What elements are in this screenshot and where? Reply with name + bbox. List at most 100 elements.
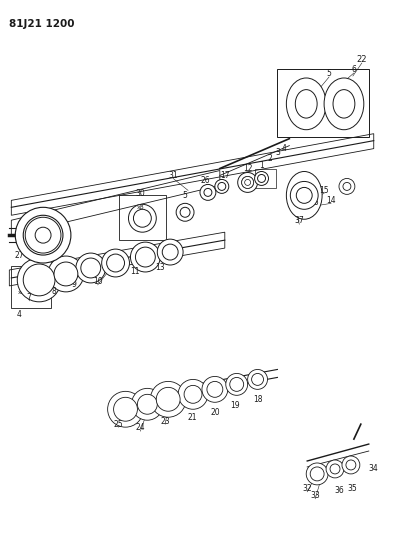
- Circle shape: [310, 467, 324, 481]
- Circle shape: [132, 389, 163, 420]
- Text: 5: 5: [327, 69, 331, 77]
- Circle shape: [248, 369, 268, 389]
- Circle shape: [136, 247, 155, 267]
- Text: 27: 27: [15, 251, 24, 260]
- Text: 15: 15: [319, 186, 329, 195]
- Text: 21: 21: [187, 413, 197, 422]
- Text: 37: 37: [294, 216, 304, 225]
- Text: 17: 17: [220, 171, 230, 180]
- Text: 1: 1: [259, 161, 264, 170]
- Circle shape: [138, 394, 157, 414]
- Circle shape: [252, 374, 264, 385]
- Text: 29: 29: [41, 244, 51, 253]
- Circle shape: [343, 182, 351, 190]
- Text: 16: 16: [309, 198, 319, 207]
- Circle shape: [296, 188, 312, 203]
- Circle shape: [226, 374, 248, 395]
- Circle shape: [238, 173, 257, 192]
- Circle shape: [242, 176, 253, 188]
- Text: 9: 9: [72, 280, 76, 289]
- Circle shape: [176, 203, 194, 221]
- Circle shape: [15, 207, 71, 263]
- Bar: [277, 69, 369, 136]
- Text: 81J21 1200: 81J21 1200: [9, 19, 75, 29]
- Text: 30: 30: [136, 189, 145, 198]
- Circle shape: [54, 262, 78, 286]
- Circle shape: [151, 382, 186, 417]
- Text: 7: 7: [27, 293, 31, 302]
- Circle shape: [204, 188, 212, 196]
- Text: 2: 2: [267, 154, 272, 163]
- Ellipse shape: [286, 172, 322, 219]
- Bar: [119, 196, 166, 240]
- Circle shape: [339, 179, 355, 195]
- Text: 13: 13: [156, 263, 165, 272]
- Circle shape: [129, 204, 156, 232]
- Ellipse shape: [333, 90, 355, 118]
- Circle shape: [207, 382, 223, 397]
- Circle shape: [114, 397, 138, 421]
- Ellipse shape: [324, 78, 364, 130]
- Circle shape: [245, 180, 251, 185]
- Text: 28: 28: [29, 244, 39, 253]
- Text: 3: 3: [275, 148, 280, 157]
- Text: 12: 12: [243, 164, 252, 173]
- Circle shape: [180, 207, 190, 217]
- Text: 14: 14: [326, 196, 336, 205]
- Circle shape: [306, 463, 328, 485]
- Circle shape: [326, 460, 344, 478]
- Circle shape: [342, 456, 360, 474]
- Circle shape: [156, 387, 180, 411]
- Text: x2: x2: [255, 180, 262, 185]
- Bar: [255, 168, 276, 188]
- Text: 35: 35: [347, 484, 357, 494]
- Circle shape: [17, 258, 61, 302]
- Ellipse shape: [295, 90, 317, 118]
- Circle shape: [218, 182, 226, 190]
- Circle shape: [346, 460, 356, 470]
- Text: 5: 5: [183, 191, 187, 200]
- Text: 26: 26: [200, 176, 210, 185]
- Text: 18: 18: [253, 395, 262, 404]
- Text: 33: 33: [310, 491, 320, 500]
- Text: 6: 6: [351, 64, 356, 74]
- Text: 20: 20: [210, 408, 220, 417]
- Circle shape: [48, 256, 84, 292]
- Text: 36: 36: [334, 486, 344, 495]
- Circle shape: [76, 253, 106, 283]
- Circle shape: [130, 242, 160, 272]
- Circle shape: [290, 181, 318, 209]
- Text: 24: 24: [136, 423, 145, 432]
- Text: 19: 19: [230, 401, 240, 410]
- Text: 23: 23: [160, 417, 170, 426]
- Circle shape: [178, 379, 208, 409]
- Circle shape: [108, 391, 143, 427]
- Text: 25: 25: [114, 419, 123, 429]
- Circle shape: [162, 244, 178, 260]
- Ellipse shape: [294, 182, 314, 208]
- Text: 31: 31: [168, 171, 178, 180]
- Text: 4: 4: [17, 310, 22, 319]
- Text: 10: 10: [93, 277, 103, 286]
- Circle shape: [23, 215, 63, 255]
- Ellipse shape: [286, 78, 326, 130]
- Text: 4: 4: [282, 144, 287, 153]
- Text: 8: 8: [51, 287, 56, 296]
- Text: 11: 11: [131, 268, 140, 277]
- Circle shape: [202, 376, 228, 402]
- Circle shape: [157, 239, 183, 265]
- Circle shape: [215, 180, 229, 193]
- Circle shape: [184, 385, 202, 403]
- Bar: [11, 266, 51, 308]
- Circle shape: [23, 264, 55, 296]
- Circle shape: [242, 176, 253, 188]
- Circle shape: [134, 209, 151, 227]
- Circle shape: [107, 254, 125, 272]
- Circle shape: [257, 174, 266, 182]
- Circle shape: [35, 227, 51, 243]
- Circle shape: [255, 172, 268, 185]
- Circle shape: [102, 249, 129, 277]
- Circle shape: [81, 258, 101, 278]
- Text: x8: x8: [137, 205, 144, 210]
- Circle shape: [25, 217, 61, 253]
